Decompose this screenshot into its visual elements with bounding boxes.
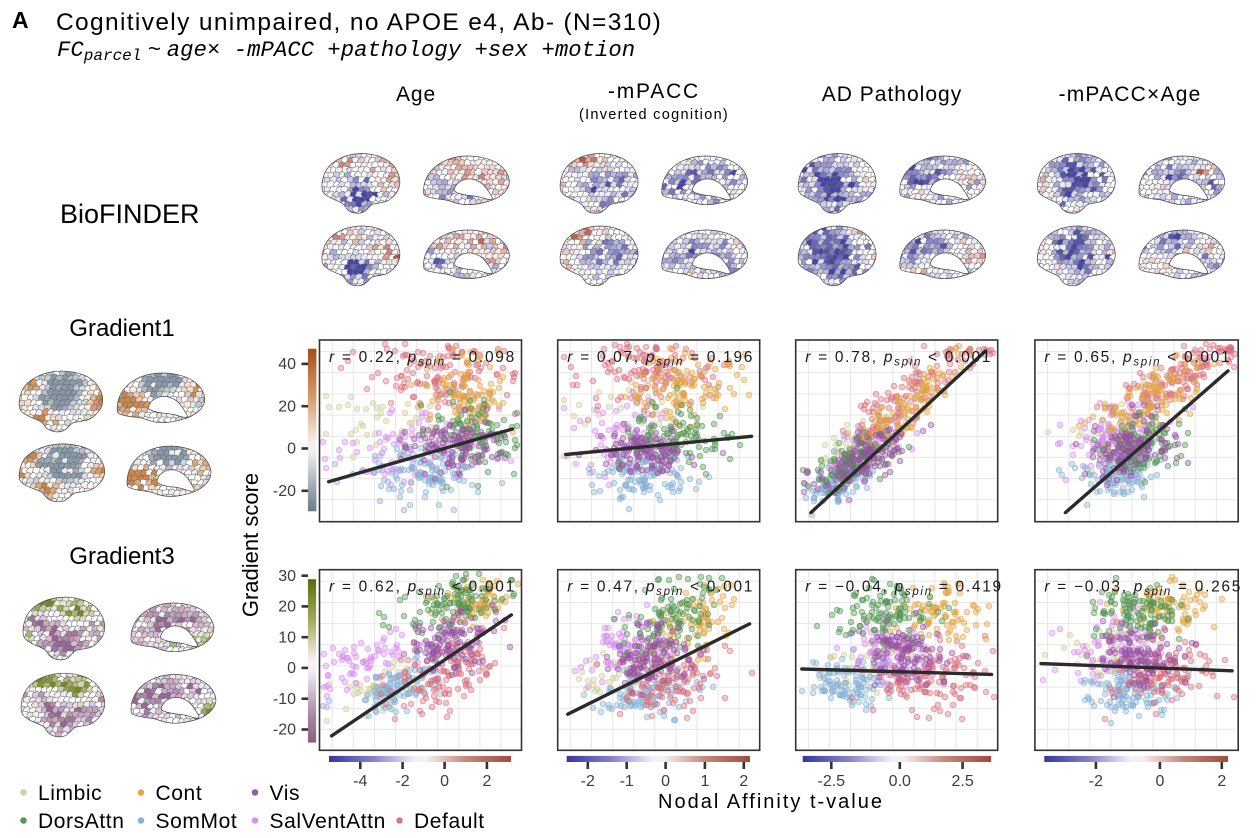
svg-text:0: 0 (287, 660, 296, 677)
svg-text:-20: -20 (273, 722, 296, 739)
svg-text:-20: -20 (273, 483, 296, 500)
svg-text:0: 0 (287, 441, 296, 458)
svg-text:AD Pathology: AD Pathology (822, 83, 962, 106)
svg-text:40: 40 (278, 356, 296, 373)
svg-text:10: 10 (278, 629, 296, 646)
svg-text:20: 20 (278, 398, 296, 415)
svg-text:20: 20 (278, 599, 296, 616)
svg-text:Gradient3: Gradient3 (69, 543, 174, 570)
svg-text:Nodal Affinity t-value: Nodal Affinity t-value (658, 791, 884, 813)
svg-text:r = −0.04, pspin = 0.419: r = −0.04, pspin = 0.419 (805, 579, 1003, 599)
svg-text:Gradient1: Gradient1 (69, 315, 174, 342)
svg-text:30: 30 (278, 568, 296, 585)
svg-text:Cognitively unimpaired, no APO: Cognitively unimpaired, no APOE e4, Ab- … (56, 9, 662, 36)
svg-text:Gradient score: Gradient score (238, 473, 263, 617)
svg-text:Age: Age (396, 83, 436, 106)
svg-text:A: A (12, 7, 29, 33)
svg-text:-mPACC: -mPACC (608, 80, 700, 103)
svg-text:(Inverted cognition): (Inverted cognition) (579, 107, 729, 123)
svg-text:FCparcel ~ age× -mPACC +pathol: FCparcel ~ age× -mPACC +pathology +sex +… (57, 36, 635, 65)
svg-text:BioFINDER: BioFINDER (60, 199, 200, 229)
svg-text:-10: -10 (273, 691, 296, 708)
svg-text:-mPACC×Age: -mPACC×Age (1059, 83, 1202, 106)
